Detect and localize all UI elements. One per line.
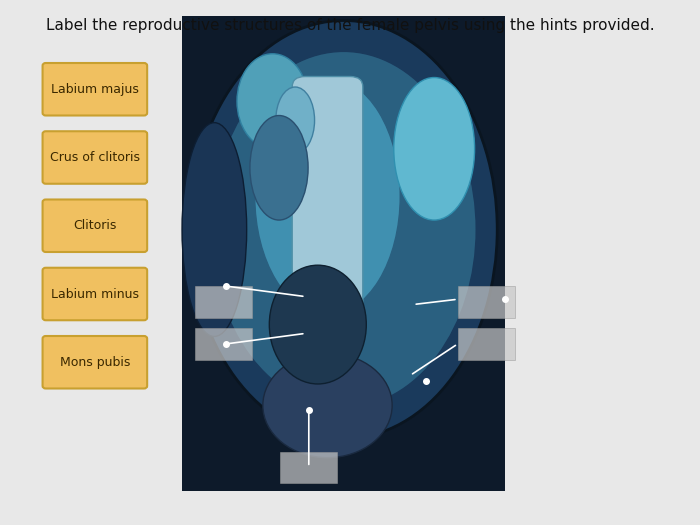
FancyBboxPatch shape <box>458 328 514 360</box>
FancyBboxPatch shape <box>280 452 337 483</box>
Text: Mons pubis: Mons pubis <box>60 356 130 369</box>
Text: Crus of clitoris: Crus of clitoris <box>50 151 140 164</box>
Text: Label the reproductive structures of the female pelvis using the hints provided.: Label the reproductive structures of the… <box>46 18 655 34</box>
Ellipse shape <box>270 265 366 384</box>
Text: Labium majus: Labium majus <box>51 83 139 96</box>
Ellipse shape <box>394 78 475 220</box>
FancyBboxPatch shape <box>43 200 147 252</box>
FancyBboxPatch shape <box>182 16 505 491</box>
FancyBboxPatch shape <box>458 286 514 318</box>
FancyBboxPatch shape <box>195 328 252 360</box>
Ellipse shape <box>182 123 246 337</box>
FancyBboxPatch shape <box>43 268 147 320</box>
Ellipse shape <box>262 353 392 458</box>
FancyBboxPatch shape <box>195 286 252 318</box>
Ellipse shape <box>250 116 308 220</box>
FancyBboxPatch shape <box>43 131 147 184</box>
FancyBboxPatch shape <box>43 336 147 388</box>
FancyBboxPatch shape <box>292 77 363 311</box>
Text: Clitoris: Clitoris <box>74 219 117 232</box>
Ellipse shape <box>190 20 497 438</box>
FancyBboxPatch shape <box>43 63 147 116</box>
Text: Labium minus: Labium minus <box>51 288 139 300</box>
Ellipse shape <box>255 78 400 315</box>
Ellipse shape <box>276 87 314 153</box>
Ellipse shape <box>211 51 476 408</box>
Ellipse shape <box>237 54 308 149</box>
